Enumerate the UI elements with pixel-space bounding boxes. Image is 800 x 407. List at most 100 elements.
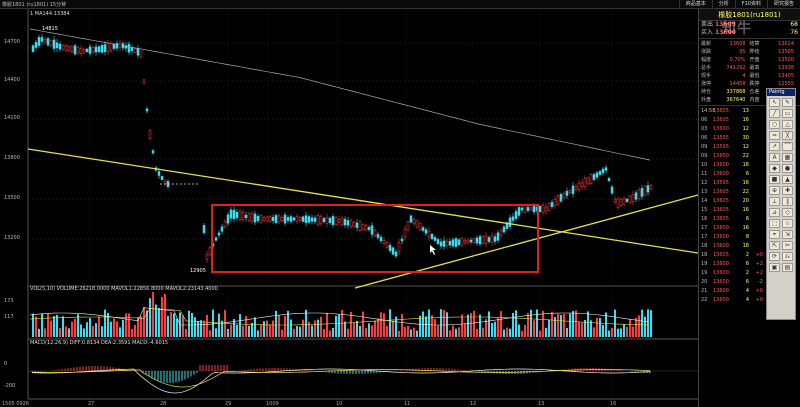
title-button-basic[interactable]: 商品基本 <box>678 0 712 9</box>
drawing-tool-button[interactable]: ⌖ <box>769 230 780 239</box>
quote-stat-row: 幅度 0.70% 开盘 13500 <box>699 56 800 64</box>
drawing-tool-button[interactable]: ✂ <box>782 241 793 250</box>
drawing-tool-button[interactable]: ○ <box>769 120 780 129</box>
stat-key: 涨停 <box>701 81 712 87</box>
drawing-tool-button[interactable]: ↖ <box>769 98 780 107</box>
candle-body <box>475 237 479 244</box>
kline-chart-area[interactable]: 1 MA144:13384 VOL(5,10) VOLUME:26218.000… <box>0 9 698 407</box>
volume-bar <box>452 325 454 337</box>
drawing-tool-palette[interactable]: Paintg ↖ ✎ ╱ ▭ ○ △ ═ ╳ ↗ ⌒ A ▦ ◆ ● ■ ▲ ⊕ ✚ ⟂ ∥ ⊿ ◇ ⬚ ☆ ⌖ ⇲ ⇱ ✂ ⟳ ⎌ ▣ ▤ <box>766 88 796 320</box>
chart-canvas[interactable] <box>0 9 698 407</box>
drawing-tool-button[interactable]: A <box>769 153 780 162</box>
volume-bar <box>77 314 79 337</box>
volume-bar <box>122 319 124 337</box>
drawing-tool-button[interactable]: ☆ <box>782 219 793 228</box>
drawing-tool-button[interactable]: ⎌ <box>782 252 793 261</box>
candle-body <box>151 150 155 154</box>
tick-time: 14 <box>701 198 708 204</box>
tick-volume: 16 <box>742 117 749 123</box>
drawing-tool-button[interactable]: ╳ <box>782 131 793 140</box>
candle-body <box>337 219 341 223</box>
tick-price: 13600 <box>713 279 729 285</box>
drawing-tool-button[interactable]: ↗ <box>769 142 780 151</box>
candle-body <box>76 47 80 54</box>
volume-bar <box>236 324 238 337</box>
volume-bar <box>176 318 178 337</box>
candle-body <box>457 239 461 245</box>
drawing-tool-button[interactable]: ═ <box>769 131 780 140</box>
volume-bar <box>644 316 646 337</box>
drawing-tool-button[interactable]: ⊕ <box>769 186 780 195</box>
candle-body <box>349 220 353 227</box>
tick-price: 13605 <box>713 117 729 123</box>
volume-bar <box>365 327 367 337</box>
drawing-tool-button[interactable]: ⇲ <box>782 230 793 239</box>
stat-value: 13938 <box>778 65 794 71</box>
drawing-tool-button[interactable]: ◆ <box>769 164 780 173</box>
stat-value: 13500 <box>778 57 794 63</box>
volume-bar <box>527 313 529 337</box>
drawing-tool-button[interactable]: ⟳ <box>769 252 780 261</box>
candle-body <box>391 247 395 255</box>
candle-body <box>115 43 119 49</box>
tick-price: 13600 <box>713 243 729 249</box>
candle-body <box>310 217 314 222</box>
drawing-tool-button[interactable]: ■ <box>769 175 780 184</box>
volume-bar <box>476 328 478 337</box>
volume-bar <box>248 325 250 337</box>
drawing-tool-button[interactable]: ▣ <box>769 263 780 272</box>
candle-body <box>586 177 590 185</box>
candle-body <box>394 251 398 257</box>
drawing-tool-button[interactable]: ▭ <box>782 109 793 118</box>
tick-time: 17 <box>701 225 708 231</box>
volume-bar <box>230 324 232 337</box>
drawing-tool-button[interactable]: ● <box>782 164 793 173</box>
tick-time: 13 <box>701 189 708 195</box>
drawing-tool-button[interactable]: ⬚ <box>769 219 780 228</box>
tick-time: 17 <box>701 234 708 240</box>
drawing-tool-button[interactable]: △ <box>782 120 793 129</box>
candle-body <box>406 221 410 231</box>
bid-price: 13600 <box>715 29 736 36</box>
drawing-tool-button[interactable]: ✎ <box>782 98 793 107</box>
volume-bar <box>359 326 361 337</box>
title-button-analysis[interactable]: 分析 <box>711 0 735 9</box>
candle-body <box>223 220 227 228</box>
candle-body <box>142 79 146 84</box>
volume-bar <box>410 329 412 337</box>
drawing-tool-button[interactable]: ╱ <box>769 109 780 118</box>
drawing-tool-button[interactable]: ⌒ <box>782 142 793 151</box>
volume-bar <box>200 320 202 337</box>
candle-body <box>610 186 614 194</box>
candle-body <box>217 232 221 236</box>
tick-volume: 12 <box>742 144 749 150</box>
tick-time: 09 <box>701 153 708 159</box>
tick-row: 18 13600 18 <box>699 242 800 251</box>
tick-price: 13600 <box>713 162 729 168</box>
candle-body <box>454 238 458 247</box>
tick-price: 13600 <box>713 261 729 267</box>
title-button-f10[interactable]: F10资料 <box>734 0 767 9</box>
volume-bar <box>92 325 94 337</box>
drawing-tool-button[interactable]: ⟂ <box>769 197 780 206</box>
volume-bar <box>128 313 130 337</box>
drawing-tool-button[interactable]: ⇱ <box>769 241 780 250</box>
volume-bar <box>416 330 418 337</box>
candle-body <box>547 203 551 211</box>
drawing-tool-button[interactable]: ▤ <box>782 263 793 272</box>
drawing-tool-button[interactable]: ▲ <box>782 175 793 184</box>
title-button-report[interactable]: 研究报告 <box>766 0 800 9</box>
macd-dea-line <box>31 369 651 388</box>
candle-body <box>343 218 347 226</box>
drawing-tool-button[interactable]: ◇ <box>782 208 793 217</box>
drawing-tool-button[interactable]: ✚ <box>782 186 793 195</box>
volume-bar <box>116 321 118 337</box>
drawing-tool-button[interactable]: ▦ <box>782 153 793 162</box>
drawing-tool-button[interactable]: ∥ <box>782 197 793 206</box>
candle-body <box>103 44 107 53</box>
volume-bar <box>620 328 622 337</box>
candle-body <box>565 191 569 196</box>
candle-body <box>133 48 137 53</box>
drawing-tool-button[interactable]: ⊿ <box>769 208 780 217</box>
quote-stat-row: 涨跌 95 昨结 13505 <box>699 48 800 56</box>
